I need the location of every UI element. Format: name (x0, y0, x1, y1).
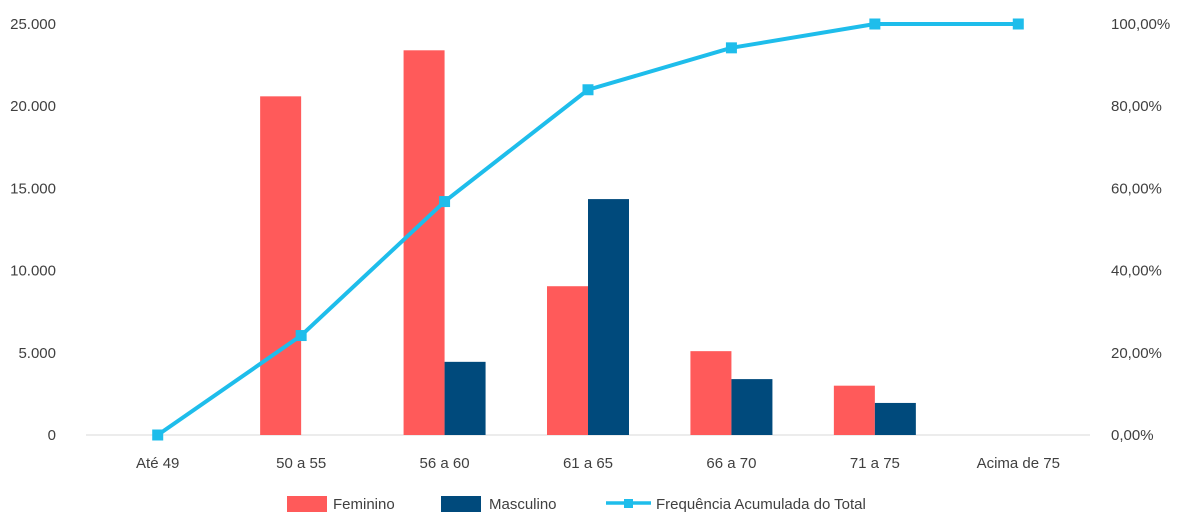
bar-feminino (834, 386, 875, 435)
legend-swatch-feminino (287, 496, 327, 512)
y-left-tick-label: 0 (48, 427, 56, 444)
y-left-tick-label: 10.000 (10, 263, 56, 280)
y-left-tick-label: 25.000 (10, 16, 56, 33)
y-axis-right: 0,00% 20,00% 40,00% 60,00% 80,00% 100,00% (1111, 16, 1170, 444)
y-right-tick-label: 0,00% (1111, 427, 1154, 444)
y-right-tick-label: 100,00% (1111, 16, 1170, 33)
bar-masculino (588, 199, 629, 435)
legend-swatch-masculino (441, 496, 481, 512)
x-tick-label: 56 a 60 (420, 455, 470, 472)
cumulative-frequency-marker (296, 330, 307, 341)
y-right-tick-label: 20,00% (1111, 345, 1162, 362)
bar-feminino (260, 96, 301, 435)
y-left-tick-label: 5.000 (18, 345, 56, 362)
cumulative-frequency-marker (439, 196, 450, 207)
y-axis-left: 0 5.000 10.000 15.000 20.000 25.000 (10, 16, 56, 444)
cumulative-frequency-marker (583, 84, 594, 95)
x-tick-label: 61 a 65 (563, 455, 613, 472)
bar-feminino (547, 286, 588, 435)
x-axis: Até 49 50 a 55 56 a 60 61 a 65 66 a 70 71 a 7… (136, 455, 1060, 472)
legend-label-feminino: Feminino (333, 496, 395, 512)
bar-feminino (690, 351, 731, 435)
cumulative-frequency-marker (726, 42, 737, 53)
x-tick-label: Acima de 75 (977, 455, 1060, 472)
bar-feminino (404, 50, 445, 435)
legend-label-frequencia: Frequência Acumulada do Total (656, 496, 866, 512)
bar-masculino (731, 379, 772, 435)
bar-group (260, 50, 916, 435)
x-tick-label: 71 a 75 (850, 455, 900, 472)
cumulative-frequency-marker (152, 430, 163, 441)
y-right-tick-label: 40,00% (1111, 263, 1162, 280)
legend-swatch-frequencia-marker (624, 499, 633, 508)
y-left-tick-label: 15.000 (10, 180, 56, 197)
cumulative-frequency-marker (869, 19, 880, 30)
cumulative-frequency-marker (1013, 19, 1024, 30)
x-tick-label: Até 49 (136, 455, 179, 472)
legend: Feminino Masculino Frequência Acumulada … (287, 496, 866, 512)
y-right-tick-label: 80,00% (1111, 98, 1162, 115)
x-tick-label: 66 a 70 (706, 455, 756, 472)
x-tick-label: 50 a 55 (276, 455, 326, 472)
bar-masculino (875, 403, 916, 435)
y-left-tick-label: 20.000 (10, 98, 56, 115)
bar-masculino (445, 362, 486, 435)
legend-label-masculino: Masculino (489, 496, 557, 512)
y-right-tick-label: 60,00% (1111, 180, 1162, 197)
